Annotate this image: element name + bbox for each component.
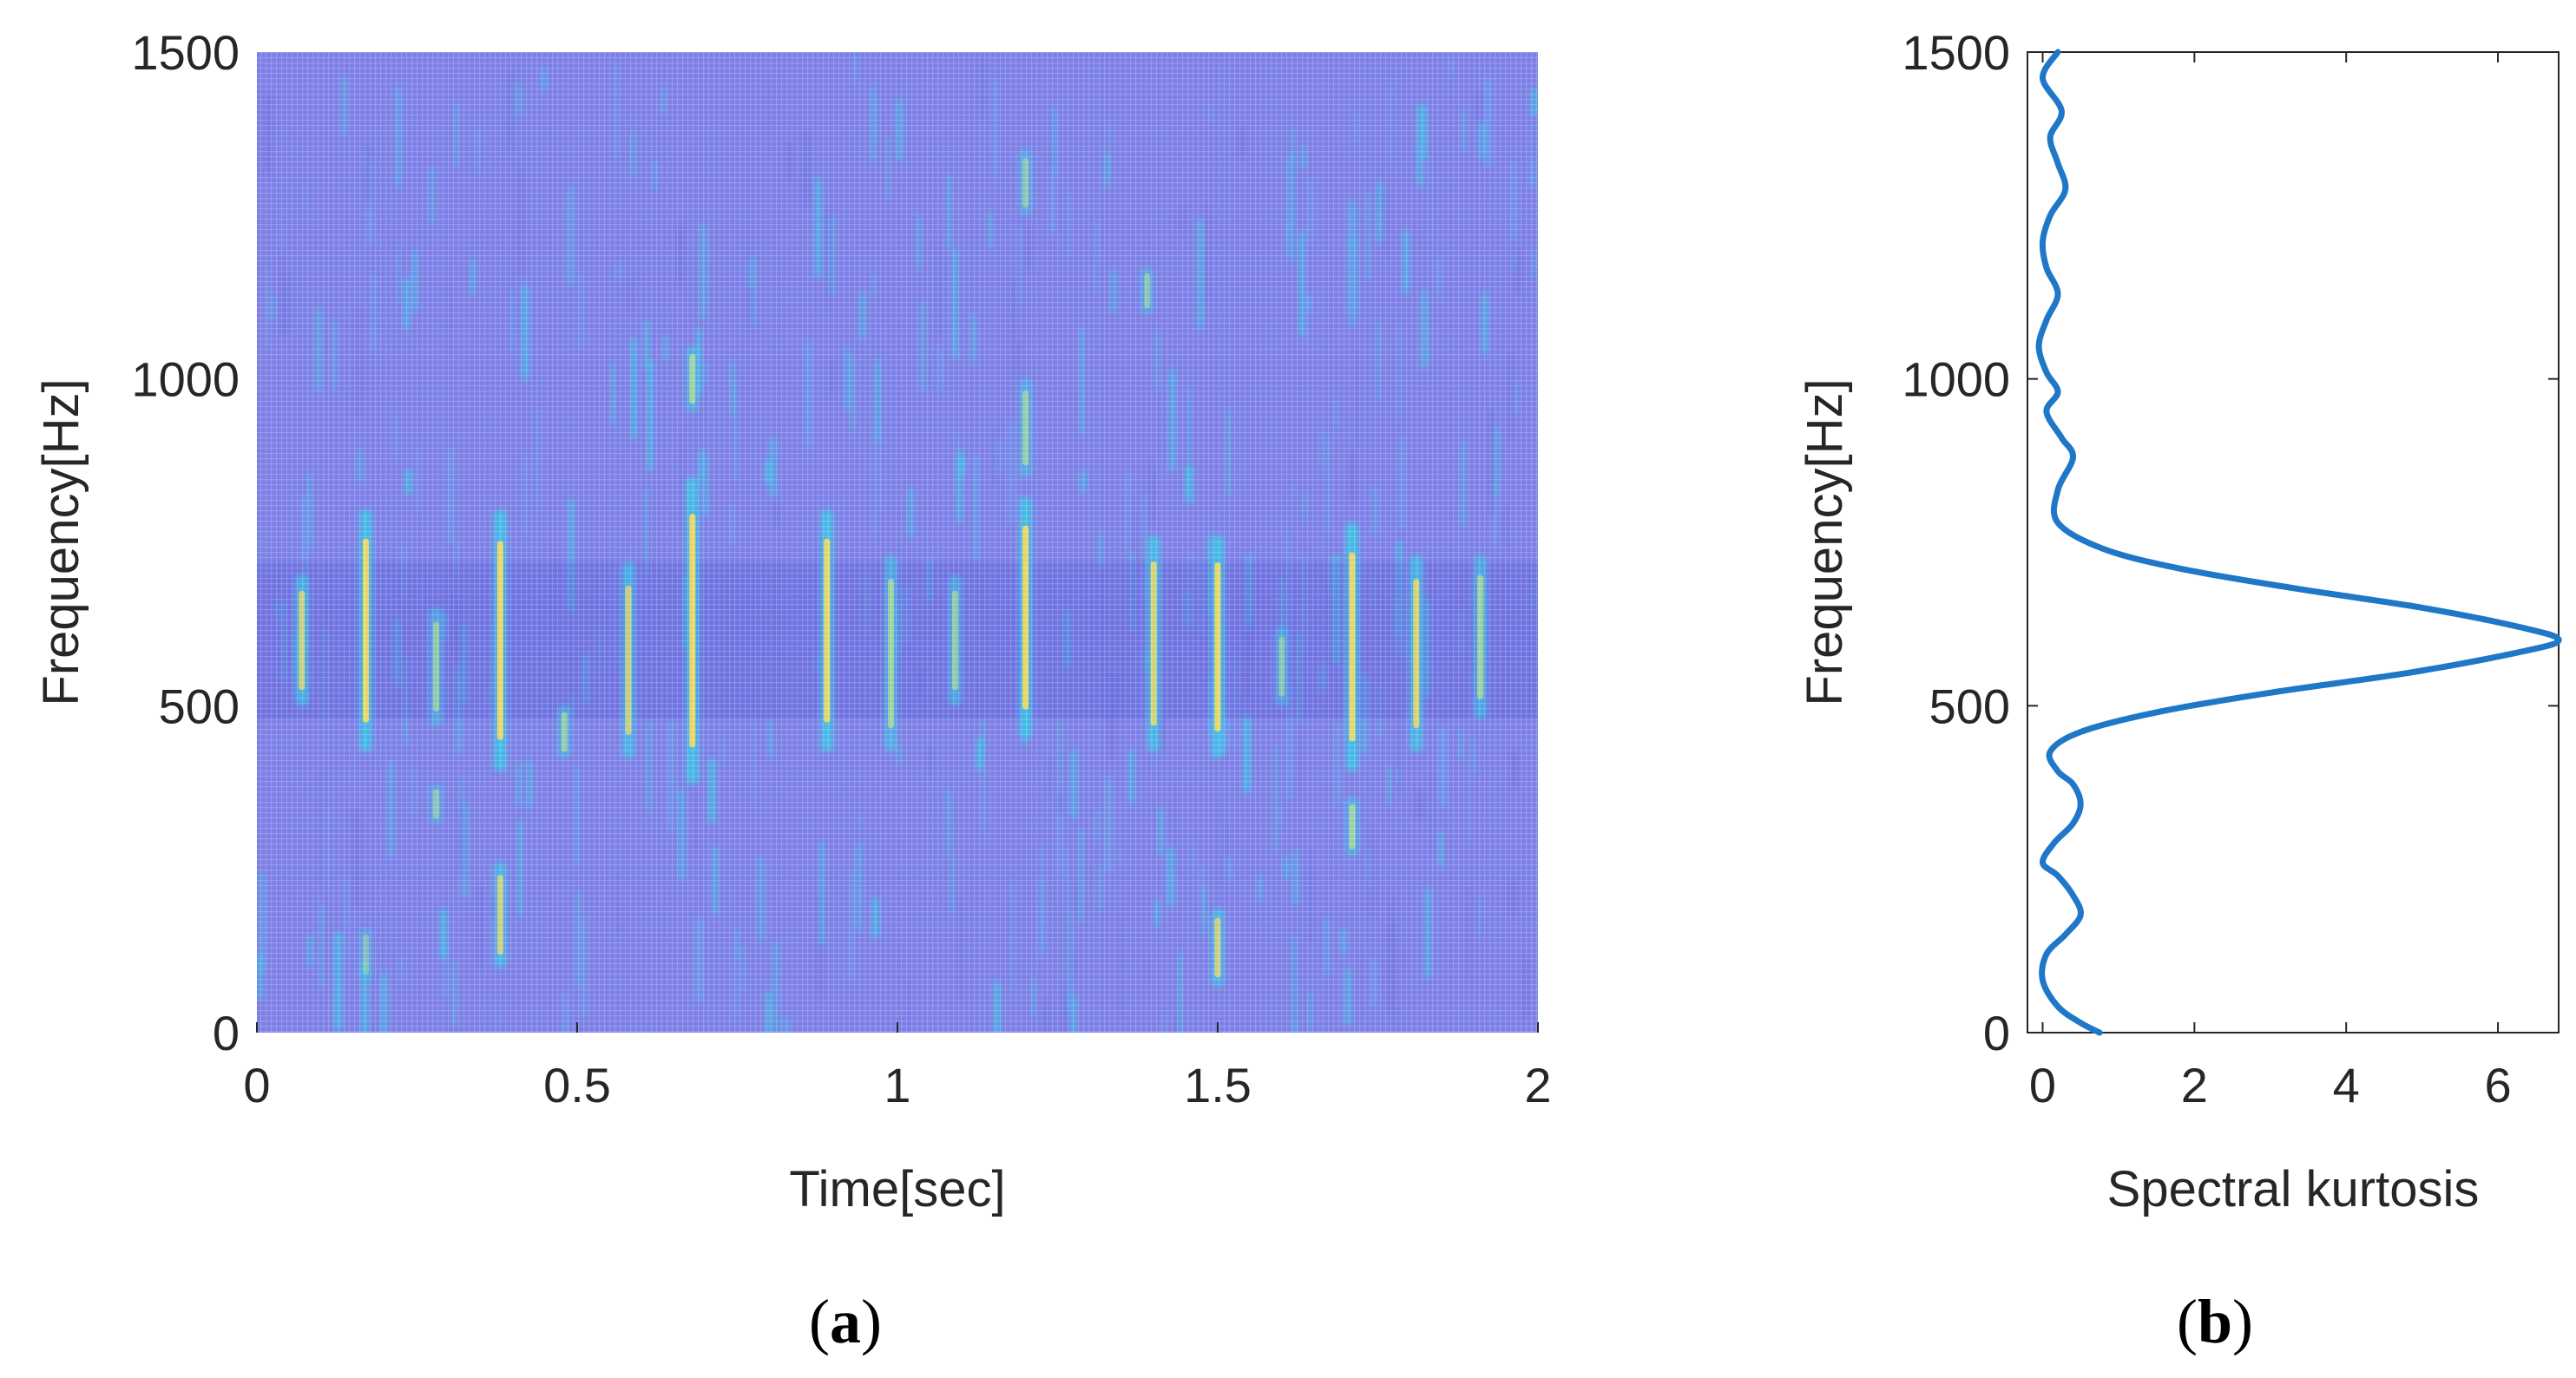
kurtosis-y-tick-label: 0 bbox=[1983, 1006, 2010, 1060]
kurtosis-y-tick-label: 500 bbox=[1929, 679, 2010, 733]
spectrogram-y-tick-label: 1000 bbox=[131, 352, 240, 407]
kurtosis-y-tick-label: 1000 bbox=[1902, 352, 2010, 407]
spectrogram-y-axis-label: Frequency[Hz] bbox=[33, 378, 89, 705]
spectrogram-x-tick-label: 1 bbox=[884, 1058, 910, 1112]
kurtosis-plot-area bbox=[2027, 51, 2560, 1034]
kurtosis-panel: 0 2 4 6 0 500 1000 1500 Spectral kurtosis Freq… bbox=[1797, 25, 2562, 1217]
kurtosis-x-tick-label: 6 bbox=[2484, 1058, 2511, 1112]
spectrogram-x-axis-label: Time[sec] bbox=[789, 1161, 1005, 1217]
spectrogram-x-tick-label: 2 bbox=[1524, 1058, 1551, 1112]
kurtosis-x-tick-label: 4 bbox=[2333, 1058, 2360, 1112]
kurtosis-x-ticks: 0 2 4 6 bbox=[2029, 52, 2512, 1112]
spectrogram-noise-streak bbox=[637, 1029, 643, 1033]
spectrogram-x-tick-label: 1.5 bbox=[1184, 1058, 1252, 1112]
kurtosis-y-ticks: 0 500 1000 1500 bbox=[1902, 25, 2559, 1060]
spectrogram-y-ticks: 0 500 1000 1500 bbox=[131, 25, 240, 1060]
spectrogram-x-ticks: 0 0.5 1 1.5 2 bbox=[243, 1022, 1552, 1112]
kurtosis-x-tick-label: 2 bbox=[2181, 1058, 2208, 1112]
kurtosis-x-axis-label: Spectral kurtosis bbox=[2107, 1161, 2480, 1217]
spectrogram-y-tick-label: 500 bbox=[159, 679, 240, 733]
panel-label-b: (b) bbox=[2177, 1287, 2254, 1356]
spectrogram-y-tick-label: 0 bbox=[213, 1006, 240, 1060]
spectrogram-y-tick-label: 1500 bbox=[131, 25, 240, 80]
kurtosis-series-line bbox=[2035, 49, 2562, 1036]
spectrogram-x-tick-label: 0.5 bbox=[543, 1058, 611, 1112]
kurtosis-y-axis-label: Frequency[Hz] bbox=[1797, 378, 1853, 705]
kurtosis-y-tick-label: 1500 bbox=[1902, 25, 2010, 80]
kurtosis-x-tick-label: 0 bbox=[2029, 1058, 2056, 1112]
panel-label-a: (a) bbox=[809, 1287, 882, 1356]
spectrogram-grid-texture bbox=[257, 52, 1538, 1033]
spectrogram-x-tick-label: 0 bbox=[243, 1058, 270, 1112]
spectrogram-panel: 0 0.5 1 1.5 2 0 500 1000 1500 Time[sec] Frequen… bbox=[33, 25, 1552, 1217]
